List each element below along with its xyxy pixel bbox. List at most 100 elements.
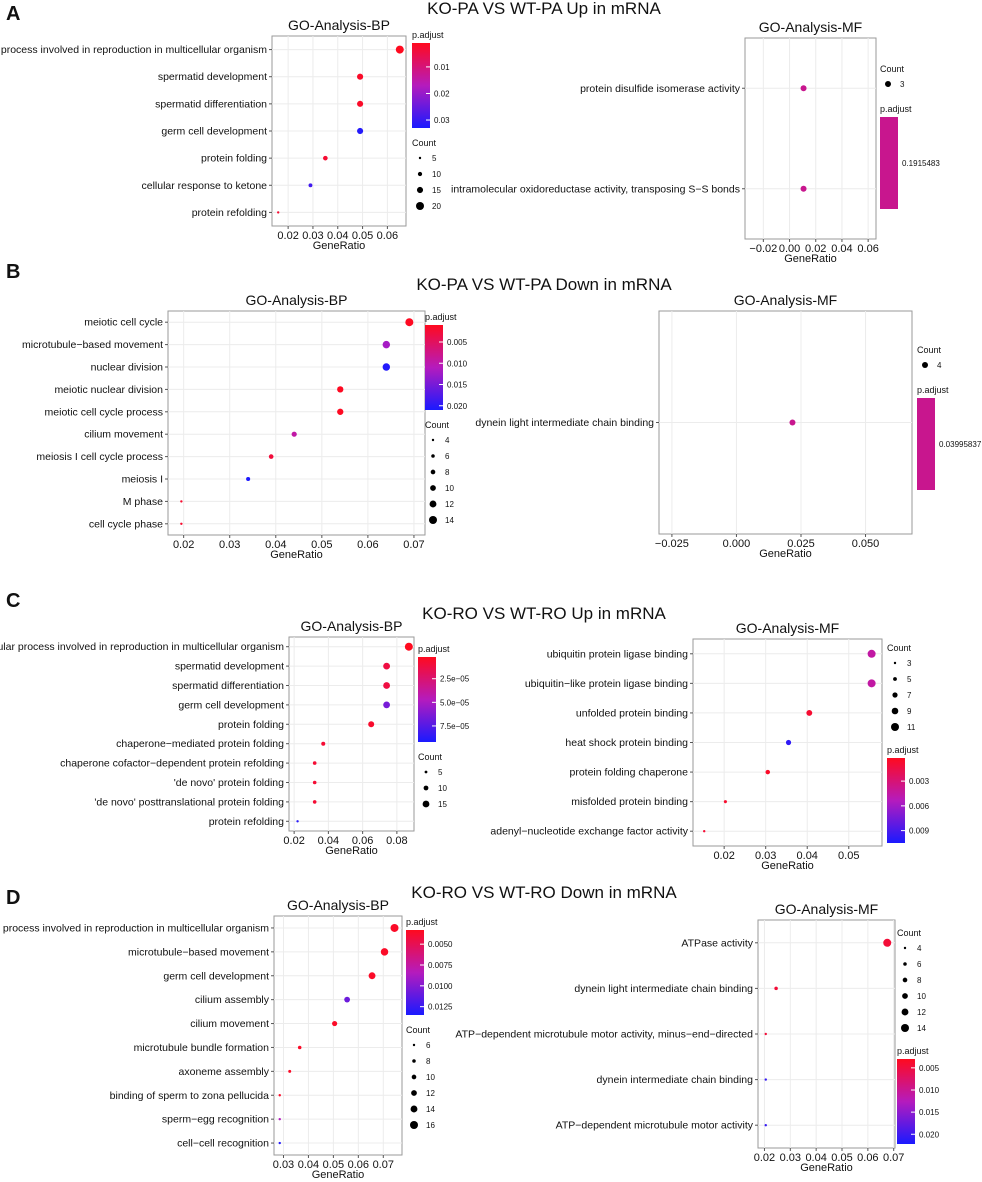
data-point: [357, 127, 364, 135]
size-legend-label: 9: [907, 707, 912, 716]
x-tick-label: 0.04: [265, 539, 286, 551]
x-tick-label: 0.04: [797, 850, 818, 862]
size-legend-label: 15: [438, 800, 447, 809]
data-point: [180, 522, 183, 525]
data-point: [344, 996, 350, 1003]
category-label: cilium assembly: [195, 994, 270, 1006]
mf-chart: GO-Analysis-MF dynein light intermediate …: [475, 292, 981, 560]
category-label: unfolded protein binding: [576, 707, 688, 719]
x-tick-label: 0.05: [352, 230, 373, 242]
category-label: cellular process involved in reproductio…: [0, 641, 284, 653]
chart-title: GO-Analysis-BP: [301, 618, 403, 634]
size-legend-label: 3: [900, 80, 905, 89]
data-point: [774, 986, 778, 991]
size-legend-dot: [430, 485, 436, 491]
data-point: [312, 800, 317, 804]
data-point: [180, 500, 183, 503]
data-point: [332, 1020, 338, 1027]
color-legend-bar: [887, 758, 905, 843]
category-label: M phase: [123, 496, 163, 508]
category-label: ubiquitin−like protein ligase binding: [525, 678, 688, 690]
color-legend-title: p.adjust: [880, 104, 912, 114]
color-legend-label: 0.1915483: [902, 159, 940, 168]
data-point: [277, 211, 280, 214]
category-label: protein folding chaperone: [569, 767, 688, 779]
color-legend-bar: [917, 398, 935, 490]
data-point: [404, 642, 413, 651]
data-point: [765, 769, 771, 775]
size-legend-label: 6: [426, 1041, 431, 1050]
category-label: meiotic cell cycle process: [45, 406, 163, 418]
data-point: [800, 85, 807, 92]
chart-title: GO-Analysis-MF: [759, 19, 862, 35]
color-legend-label: 0.03995837: [939, 440, 982, 449]
size-legend-dot: [431, 454, 435, 458]
category-label: microtubule bundle formation: [134, 1042, 270, 1054]
plot-frame: [744, 37, 877, 240]
size-legend-dot: [418, 156, 422, 160]
category-label: meiotic nuclear division: [54, 384, 163, 396]
color-legend-label: 2.5e−05: [440, 675, 470, 684]
data-point: [764, 1032, 767, 1036]
data-point: [246, 476, 251, 482]
category-label: spermatid development: [158, 71, 267, 83]
size-legend-label: 5: [438, 768, 443, 777]
category-label: intramolecular oxidoreductase activity, …: [451, 183, 740, 195]
category-label: protein folding: [218, 719, 284, 731]
size-legend-label: 12: [426, 1089, 435, 1098]
data-point: [390, 923, 399, 932]
data-point: [312, 761, 317, 765]
size-legend-label: 5: [907, 675, 912, 684]
data-point: [297, 1045, 302, 1050]
size-legend-dot: [902, 993, 908, 999]
x-tick-label: 0.02: [754, 1152, 775, 1164]
data-point: [764, 1124, 767, 1127]
size-legend-dot: [416, 186, 424, 194]
data-point: [380, 948, 389, 956]
x-tick-label: 0.03: [273, 1159, 294, 1171]
size-legend-label: 8: [445, 468, 450, 477]
x-tick-label: 0.07: [403, 539, 424, 551]
size-legend-dot: [424, 770, 428, 774]
data-point: [368, 972, 376, 980]
plot-frame: [288, 636, 415, 832]
mf-chart: GO-Analysis-MF ubiquitin protein ligase b…: [490, 620, 929, 872]
data-point: [278, 1094, 281, 1097]
category-label: cilium movement: [190, 1018, 269, 1030]
size-legend-label: 8: [426, 1057, 431, 1066]
category-label: cellular response to ketone: [142, 180, 268, 192]
chart-title: GO-Analysis-MF: [734, 292, 837, 308]
category-label: germ cell development: [178, 699, 284, 711]
panel-c: C KO-RO VS WT-RO Up in mRNA GO-Analysis-…: [0, 590, 930, 872]
data-point: [764, 1078, 767, 1081]
data-point: [867, 679, 876, 688]
color-legend-label: 0.009: [909, 827, 930, 836]
x-tick-label: 0.025: [787, 538, 815, 550]
size-legend-label: 14: [426, 1105, 435, 1114]
category-label: 'de novo' posttranslational protein fold…: [94, 796, 284, 808]
panel-a: A KO-PA VS WT-PA Up in mRNA GO-Analysis-…: [0, 0, 940, 265]
data-point: [785, 739, 792, 746]
category-label: ATPase activity: [681, 937, 753, 949]
color-legend-label: 0.02: [434, 89, 450, 98]
x-axis-title: GeneRatio: [312, 1169, 365, 1181]
size-legend-dot: [893, 677, 897, 681]
data-point: [357, 73, 364, 80]
panel-d: D KO-RO VS WT-RO Down in mRNA GO-Analysi…: [0, 883, 940, 1181]
mf-chart: GO-Analysis-MF ATPase activity dynein ligh…: [455, 901, 939, 1174]
data-point: [883, 938, 892, 947]
color-legend-label: 0.01: [434, 63, 450, 72]
color-legend-title: p.adjust: [897, 1046, 929, 1056]
size-legend-label: 12: [917, 1008, 926, 1017]
size-legend-label: 14: [445, 516, 454, 525]
category-label: cell cycle phase: [89, 518, 163, 530]
panel-letter: B: [6, 261, 20, 283]
size-legend-title: Count: [897, 928, 922, 938]
data-point: [383, 682, 391, 689]
size-legend-label: 5: [432, 154, 437, 163]
size-legend-dot: [411, 1090, 417, 1096]
color-legend-label: 5.0e−05: [440, 698, 470, 707]
x-tick-label: 0.05: [831, 1152, 852, 1164]
data-point: [337, 408, 344, 415]
size-legend-label: 14: [917, 1024, 926, 1033]
